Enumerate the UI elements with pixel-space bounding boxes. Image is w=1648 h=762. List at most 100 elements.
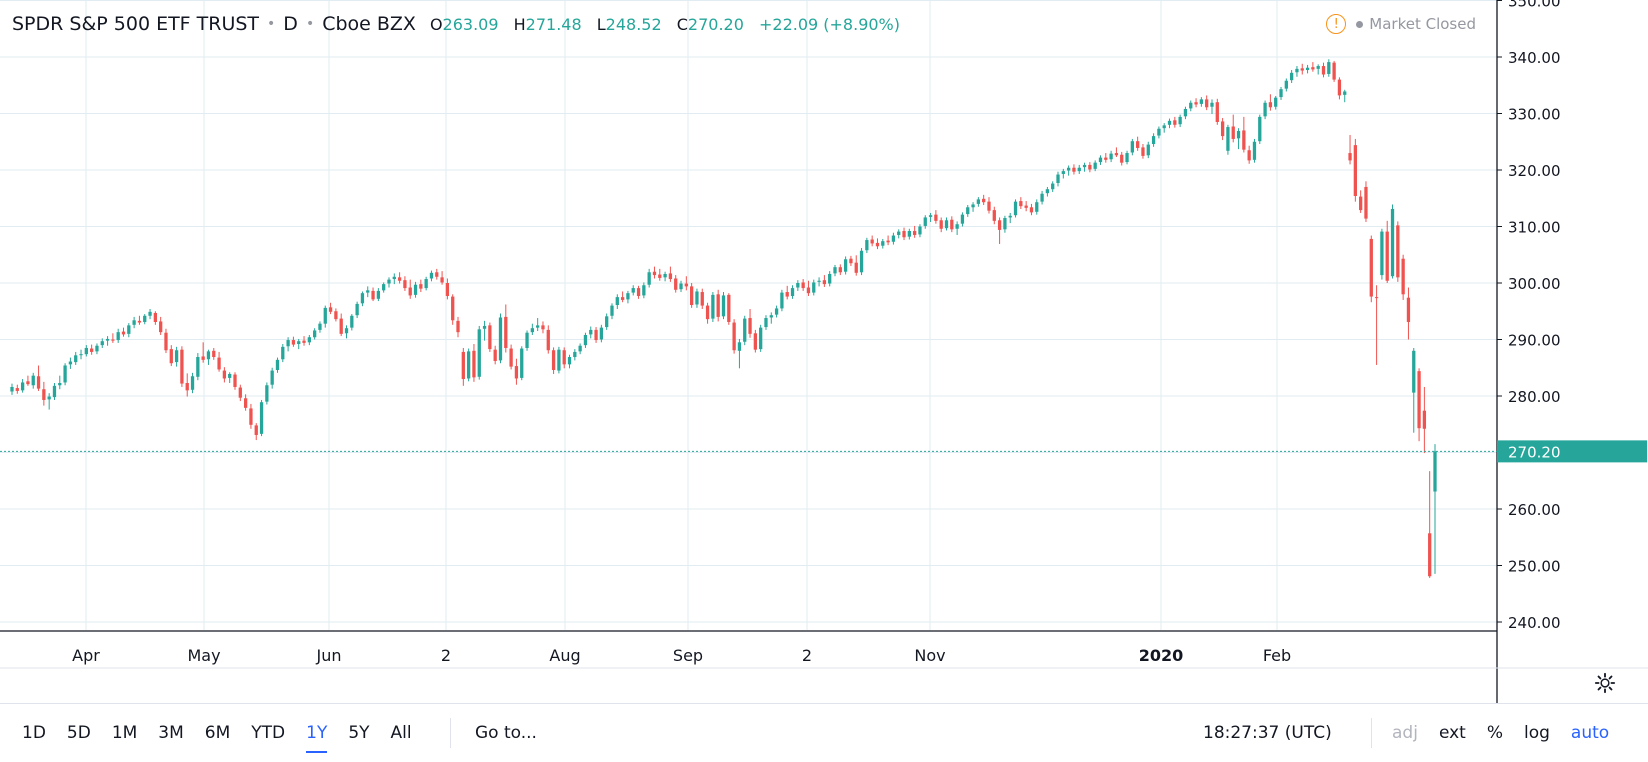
candle-body bbox=[753, 333, 758, 350]
candle-body bbox=[376, 290, 381, 299]
interval-label[interactable]: D bbox=[283, 13, 298, 35]
candle-body bbox=[451, 296, 455, 321]
candle bbox=[822, 275, 827, 287]
gear-icon[interactable] bbox=[1594, 672, 1616, 694]
range-button-all[interactable]: All bbox=[390, 723, 412, 743]
candle-body bbox=[10, 386, 14, 392]
candle bbox=[313, 328, 317, 340]
candle bbox=[1369, 235, 1373, 303]
candle bbox=[1258, 114, 1262, 145]
candle bbox=[456, 316, 460, 338]
candle bbox=[461, 347, 465, 386]
candle bbox=[164, 328, 168, 354]
candle bbox=[1412, 347, 1416, 433]
candle-body bbox=[605, 316, 609, 328]
candle bbox=[806, 280, 811, 296]
candle-body bbox=[982, 198, 986, 203]
adj-toggle[interactable]: adj bbox=[1392, 723, 1418, 743]
percent-toggle[interactable]: % bbox=[1486, 723, 1503, 743]
price-tick-label: 280.00 bbox=[1508, 388, 1561, 406]
price-tick-label: 290.00 bbox=[1508, 332, 1561, 350]
candle-body bbox=[1125, 153, 1129, 163]
candle-body bbox=[1098, 157, 1103, 163]
candle-body bbox=[743, 318, 747, 342]
candle-body bbox=[727, 294, 731, 322]
candle bbox=[881, 238, 885, 249]
candle-body bbox=[1321, 66, 1326, 75]
candle-body bbox=[100, 341, 104, 346]
time-axis[interactable]: Apr May Jun 2 Aug Sep 2 Nov 2020 Feb bbox=[0, 630, 1648, 669]
range-button-1y[interactable]: 1Y bbox=[306, 723, 328, 753]
candle bbox=[1279, 86, 1283, 100]
warning-icon[interactable]: ! bbox=[1326, 14, 1347, 34]
candle bbox=[605, 313, 609, 330]
last-price-badge bbox=[1497, 440, 1647, 463]
candle bbox=[1104, 153, 1108, 163]
candle-body bbox=[689, 286, 694, 306]
candle bbox=[530, 323, 534, 335]
candle-body bbox=[355, 303, 359, 316]
candle-body bbox=[217, 357, 221, 370]
range-selector: 1D 5D 1M 3M 6M YTD 1Y 5Y All bbox=[22, 704, 433, 762]
candle bbox=[1401, 254, 1405, 300]
candle-body bbox=[392, 276, 396, 280]
candle bbox=[1146, 141, 1150, 159]
candle bbox=[371, 287, 375, 302]
candle-body bbox=[1305, 67, 1310, 70]
candle-body bbox=[185, 383, 189, 391]
candle-body bbox=[164, 332, 168, 351]
candle bbox=[132, 316, 136, 329]
candle bbox=[413, 281, 418, 298]
candle bbox=[1263, 100, 1267, 120]
auto-toggle[interactable]: auto bbox=[1570, 723, 1610, 743]
candle-body bbox=[111, 339, 115, 341]
ext-toggle[interactable]: ext bbox=[1438, 723, 1466, 743]
candle-body bbox=[286, 340, 290, 347]
candle-body bbox=[196, 357, 200, 377]
range-button-5d[interactable]: 5D bbox=[66, 723, 91, 743]
time-tick-label: Aug bbox=[549, 646, 580, 665]
candle bbox=[31, 372, 35, 389]
candle bbox=[647, 268, 651, 288]
candle bbox=[1178, 114, 1182, 128]
candle-body bbox=[472, 350, 476, 378]
range-button-6m[interactable]: 6M bbox=[204, 723, 231, 743]
candle-body bbox=[1136, 141, 1140, 148]
candle bbox=[408, 279, 412, 299]
goto-button[interactable]: Go to... bbox=[475, 723, 537, 743]
range-button-1d[interactable]: 1D bbox=[22, 723, 46, 743]
candle-body bbox=[1274, 97, 1278, 107]
candle bbox=[1045, 186, 1050, 197]
candle bbox=[812, 279, 816, 296]
candle bbox=[928, 212, 933, 222]
range-button-3m[interactable]: 3M bbox=[158, 723, 184, 743]
candle-body bbox=[169, 349, 173, 364]
candle bbox=[578, 343, 582, 355]
utc-clock[interactable]: 18:27:37 (UTC) bbox=[1203, 723, 1332, 743]
candle bbox=[1035, 199, 1039, 215]
candle-body bbox=[440, 277, 444, 283]
candle-body bbox=[403, 280, 407, 289]
range-button-ytd[interactable]: YTD bbox=[251, 723, 286, 743]
candle-body bbox=[334, 311, 338, 320]
candle bbox=[1385, 220, 1389, 283]
candle-body bbox=[482, 325, 487, 329]
range-button-5y[interactable]: 5Y bbox=[348, 723, 370, 743]
candle-body bbox=[1385, 231, 1389, 281]
candle bbox=[111, 333, 115, 343]
candle-body bbox=[1258, 116, 1262, 142]
range-button-1m[interactable]: 1M bbox=[111, 723, 138, 743]
candle-body bbox=[339, 318, 343, 334]
log-toggle[interactable]: log bbox=[1523, 723, 1550, 743]
candle-body bbox=[424, 279, 428, 289]
candle bbox=[610, 303, 614, 320]
candle-body bbox=[323, 307, 327, 324]
candle-body bbox=[1215, 102, 1219, 122]
candle-body bbox=[567, 357, 572, 365]
candle-body bbox=[58, 383, 62, 386]
price-axis[interactable]: 240.00250.00260.00270.00280.00290.00300.… bbox=[1496, 0, 1561, 703]
symbol-name[interactable]: SPDR S&P 500 ETF TRUST bbox=[12, 13, 260, 35]
candle-body bbox=[647, 272, 651, 285]
market-status[interactable]: ! Market Closed bbox=[1326, 12, 1476, 36]
candle bbox=[424, 276, 428, 291]
